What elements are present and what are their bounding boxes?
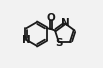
Text: N: N bbox=[22, 35, 30, 45]
Text: N: N bbox=[61, 18, 70, 28]
Text: O: O bbox=[46, 13, 55, 23]
Text: S: S bbox=[55, 38, 63, 48]
